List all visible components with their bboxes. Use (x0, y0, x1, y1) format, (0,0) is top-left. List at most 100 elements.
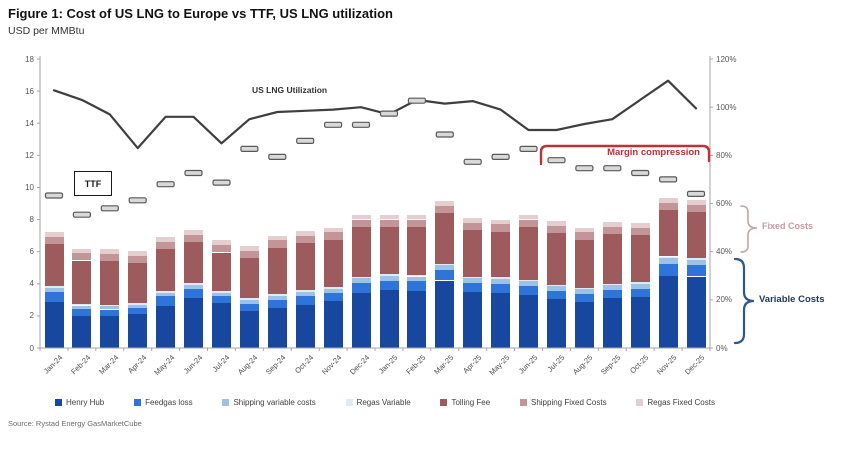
bar-segment-shipping-fixed-costs (519, 219, 538, 227)
right-axis-tick-label: 100% (716, 102, 737, 112)
ttf-marker (44, 192, 64, 199)
bar-segment-feedgas-loss (435, 270, 455, 281)
legend-swatch-icon (345, 399, 353, 406)
bar-segment-shipping-fixed-costs (547, 226, 566, 234)
bar-segment-regas-variable (435, 263, 455, 266)
legend-item-tolling-fee: Tolling Fee (440, 398, 490, 407)
source-note: Source: Rystad Energy GasMarketCube (8, 419, 142, 428)
margin-compression-bracket (539, 144, 711, 166)
legend-label: Regas Variable (356, 398, 411, 407)
bar-segment-shipping-variable-costs (407, 276, 427, 282)
left-axis-tick-label: 18 (25, 54, 34, 64)
bar-segment-tolling-fee (658, 209, 678, 257)
bar-segment-regas-fixed-costs (323, 227, 343, 233)
legend-item-feedgas-loss: Feedgas loss (134, 398, 193, 407)
bar-segment-regas-fixed-costs (212, 240, 231, 246)
bar-segment-tolling-fee (212, 252, 231, 291)
bar-segment-shipping-variable-costs (630, 283, 650, 289)
left-axis-tick-label: 14 (25, 118, 34, 128)
ttf-marker (603, 165, 622, 172)
bar-segment-feedgas-loss (519, 286, 538, 295)
bar-segment-feedgas-loss (379, 280, 399, 291)
bar-segment-tolling-fee (519, 226, 538, 280)
bar-segment-shipping-variable-costs (156, 292, 176, 296)
bar-segment-regas-variable (519, 279, 538, 282)
ttf-marker (72, 211, 92, 218)
bar-segment-shipping-variable-costs (295, 291, 315, 296)
bar-segment-regas-fixed-costs (686, 200, 706, 206)
bar-segment-shipping-fixed-costs (295, 235, 315, 243)
bar-segment-tolling-fee (435, 213, 455, 264)
bar-segment-tolling-fee (351, 226, 371, 277)
bar-segment-regas-fixed-costs (435, 201, 455, 206)
bar-segment-feedgas-loss (267, 299, 287, 308)
right-axis-tick-label: 60% (716, 199, 733, 208)
bar-segment-henry-hub (295, 304, 315, 348)
variable-costs-brace (733, 257, 755, 345)
bar-segment-henry-hub (407, 291, 427, 348)
variable-costs-label: Variable Costs (759, 294, 825, 305)
bar-segment-regas-variable (100, 304, 120, 307)
bar-segment-henry-hub (630, 297, 650, 348)
bar-segment-shipping-fixed-costs (463, 222, 483, 230)
bar-segment-shipping-variable-costs (100, 306, 120, 310)
bar-segment-henry-hub (267, 307, 287, 348)
legend-item-regas-variable: Regas Variable (345, 398, 411, 407)
bar-segment-shipping-variable-costs (128, 304, 148, 308)
bar-segment-feedgas-loss (44, 291, 64, 303)
bar-segment-tolling-fee (156, 249, 176, 291)
bar-segment-tolling-fee (547, 233, 566, 285)
legend-label: Feedgas loss (145, 398, 193, 407)
bar-segment-shipping-fixed-costs (379, 219, 399, 227)
bar-segment-regas-variable (574, 287, 594, 290)
bar-segment-tolling-fee (295, 242, 315, 291)
ttf-marker (351, 121, 371, 128)
bar-segment-regas-variable (351, 276, 371, 279)
bar-segment-shipping-variable-costs (602, 285, 622, 291)
bar-segment-regas-fixed-costs (267, 235, 287, 241)
bar-segment-henry-hub (686, 276, 706, 348)
bar-segment-tolling-fee (491, 231, 511, 278)
bar-segment-regas-variable (267, 294, 287, 296)
bar-segment-henry-hub (100, 315, 120, 348)
bar-segment-tolling-fee (323, 239, 343, 287)
bar-segment-regas-fixed-costs (239, 246, 259, 251)
bar-segment-regas-fixed-costs (128, 250, 148, 256)
bar-segment-tolling-fee (407, 226, 427, 275)
legend-swatch-icon (440, 399, 448, 406)
bar-segment-regas-fixed-costs (519, 214, 538, 220)
ttf-marker (128, 197, 147, 204)
bar-segment-feedgas-loss (128, 307, 148, 315)
bar-segment-regas-fixed-costs (407, 214, 427, 220)
bar-segment-henry-hub (463, 291, 483, 348)
legend-item-regas-fixed-costs: Regas Fixed Costs (636, 398, 715, 407)
ttf-marker (324, 121, 343, 128)
bar-segment-regas-fixed-costs (574, 227, 594, 233)
bar-segment-tolling-fee (100, 261, 120, 305)
bar-segment-regas-variable (44, 286, 64, 288)
bar-segment-shipping-fixed-costs (658, 202, 678, 210)
right-axis-tick-label: 0% (716, 343, 728, 353)
bar-segment-henry-hub (574, 302, 594, 348)
bar-segment-shipping-fixed-costs (156, 242, 176, 250)
ttf-marker (575, 165, 594, 172)
chart-title: Figure 1: Cost of US LNG to Europe vs TT… (8, 6, 393, 21)
bar-segment-shipping-variable-costs (44, 287, 64, 292)
bar-segment-feedgas-loss (574, 294, 594, 303)
bar-segment-henry-hub (239, 311, 259, 348)
ttf-marker (212, 179, 231, 186)
bar-segment-regas-variable (686, 258, 706, 260)
bar-segment-regas-variable (184, 283, 203, 285)
bar-segment-feedgas-loss (156, 295, 176, 307)
bar-segment-regas-variable (295, 290, 315, 292)
bar-segment-shipping-fixed-costs (602, 226, 622, 234)
bar-segment-feedgas-loss (686, 265, 706, 277)
axis-unit-label: USD per MMBtu (8, 25, 85, 37)
bar-segment-feedgas-loss (239, 303, 259, 311)
bar-segment-shipping-fixed-costs (351, 219, 371, 227)
right-axis-tick-label: 80% (716, 150, 733, 160)
bar-segment-regas-fixed-costs (630, 222, 650, 228)
legend-item-henry-hub: Henry Hub (55, 398, 104, 407)
bar-segment-henry-hub (212, 303, 231, 348)
